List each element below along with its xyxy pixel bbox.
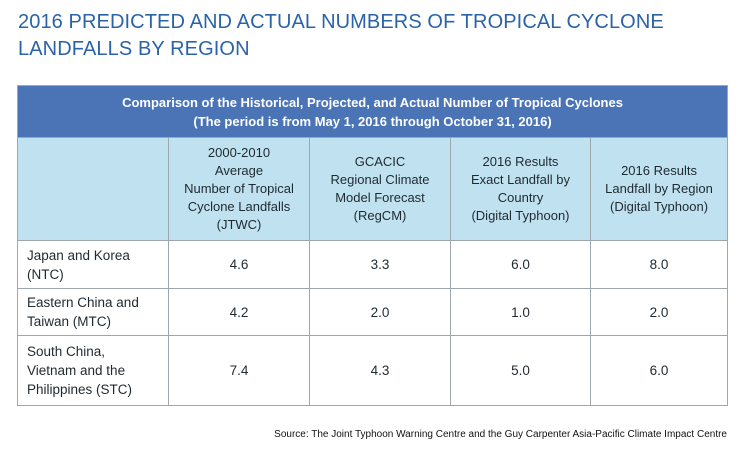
header-line: (Digital Typhoon) [610,199,709,214]
header-results-by-country: 2016 Results Exact Landfall by Country (… [450,137,591,241]
region-line: Philippines (STC) [27,382,133,397]
source-note: Source: The Joint Typhoon Warning Centre… [274,429,727,440]
value-cell: 1.0 [450,288,591,336]
table-row: Eastern China and Taiwan (MTC) 4.2 2.0 1… [17,288,729,336]
value-cell: 8.0 [589,240,729,289]
header-line: Average [214,163,264,178]
table-banner-line-2: (The period is from May 1, 2016 through … [193,113,552,129]
header-line: (Digital Typhoon) [471,208,570,223]
value-cell: 7.4 [168,335,310,406]
table-row: Japan and Korea (NTC) 4.6 3.3 6.0 8.0 [17,240,729,289]
header-regcm-forecast: GCACIC Regional Climate Model Forecast (… [309,137,451,241]
value-cell: 4.2 [168,288,310,336]
header-line: (RegCM) [353,208,407,223]
header-line: Country [497,190,544,205]
region-line: Taiwan (MTC) [27,314,112,329]
header-line: 2016 Results [621,163,697,178]
header-line: Landfall by Region [605,181,713,196]
region-line: Japan and Korea [27,247,130,263]
value-cell: 6.0 [450,240,591,289]
table-header-row: 2000-2010 Average Number of Tropical Cyc… [17,137,729,241]
header-line: (JTWC) [216,217,262,232]
region-cell: Japan and Korea (NTC) [17,240,169,289]
value-cell: 2.0 [309,288,451,336]
region-cell: South China, Vietnam and the Philippines… [17,335,169,406]
region-cell: Eastern China and Taiwan (MTC) [17,288,169,336]
header-jtwc-average: 2000-2010 Average Number of Tropical Cyc… [168,137,310,241]
region-line: South China, [27,344,106,359]
header-line: 2016 Results [482,154,559,169]
value-cell: 4.3 [309,335,451,406]
header-line: Cyclone Landfalls [187,199,291,214]
table-row: South China, Vietnam and the Philippines… [17,335,729,406]
value-cell: 5.0 [450,335,591,406]
page-title-line-2: LANDFALLS BY REGION [18,38,250,60]
header-line: 2000-2010 [207,145,271,160]
value-cell: 6.0 [589,335,729,406]
region-line: Vietnam and the [27,363,126,378]
header-line: Exact Landfall by [470,172,570,187]
value-cell: 3.3 [309,240,451,289]
header-results-by-region: 2016 Results Landfall by Region (Digital… [589,137,729,241]
header-line: Model Forecast [335,190,425,205]
table-banner: Comparison of the Historical, Projected,… [16,85,729,138]
page-title-line-1: 2016 PREDICTED AND ACTUAL NUMBERS OF TRO… [18,11,664,33]
value-cell: 2.0 [589,288,729,336]
cyclone-comparison-table: Comparison of the Historical, Projected,… [16,85,729,406]
region-line: Eastern China and [27,295,139,310]
header-line: Regional Climate [330,172,430,187]
header-line: Number of Tropical [184,181,294,196]
value-cell: 4.6 [168,240,310,289]
region-line: (NTC) [27,266,64,282]
table-banner-line-1: Comparison of the Historical, Projected,… [122,94,623,110]
header-line: GCACIC [354,154,406,169]
page-title: 2016 PREDICTED AND ACTUAL NUMBERS OF TRO… [18,9,718,63]
header-region [17,137,169,241]
